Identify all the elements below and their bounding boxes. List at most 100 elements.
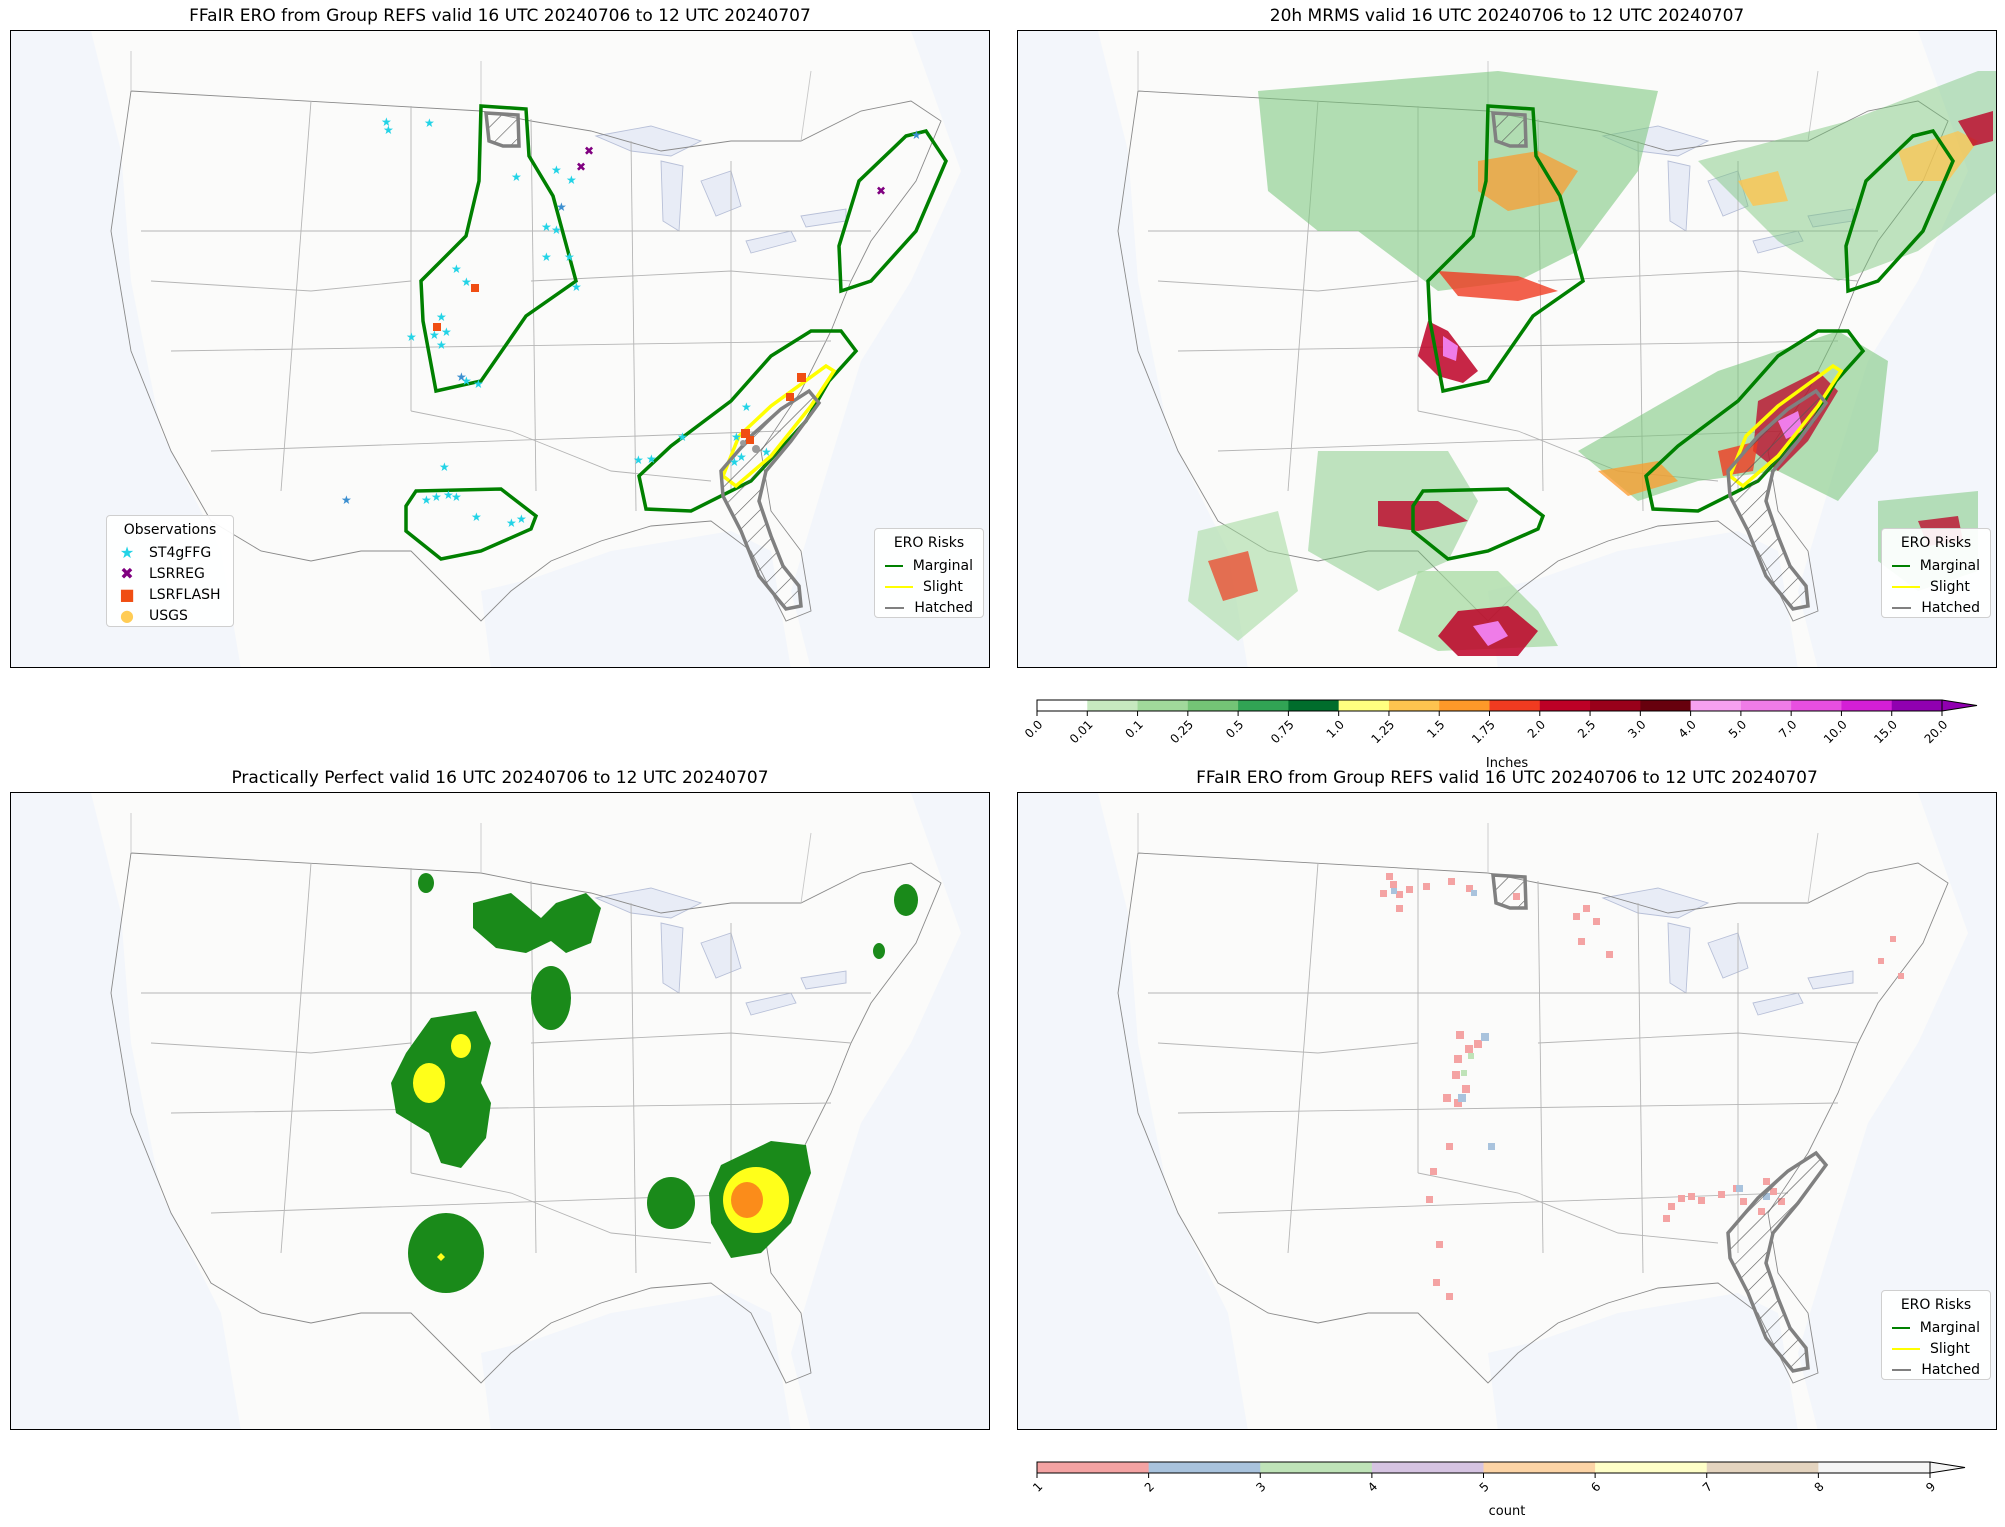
legend-label: Slight [923,578,963,595]
colorbar-segment [1037,1462,1150,1473]
legend-line-swatch [1892,1368,1912,1371]
count-colorbar: 1 2 3 4 5 6 7 8 9 count [1030,1461,1977,1526]
colorbar-segment [1791,700,1842,711]
basemap-line [481,1293,791,1429]
colorbar-tick-label: 9 [1923,1479,1938,1494]
basemap-line [210,430,782,452]
basemap-line [481,531,791,667]
colorbar-tick-label: 3 [1253,1479,1268,1494]
basemap-line [1707,932,1749,979]
colorbar-segment [1238,700,1289,711]
svg-text:★: ★ [551,223,562,237]
colorbar-segment [1388,700,1440,711]
basemap-line [660,160,684,232]
svg-text:★: ★ [541,250,552,264]
legend-item-slight: Slight [1892,576,1980,597]
basemap-line [1018,793,1248,1429]
svg-text:★: ★ [564,250,575,264]
basemap-line [1537,1032,1859,1044]
basemap-line [280,862,312,1254]
basemap-line [1177,1102,1839,1114]
legend-label: LSRFLASH [149,586,221,603]
ero-risks-legend: ERO Risks Marginal Slight Hatched [874,528,984,618]
legend-item-marginal: Marginal [885,555,973,576]
basemap-line [530,118,537,492]
basemap-line [1752,992,1804,1016]
basemap-line [700,932,742,979]
svg-text:★: ★ [633,453,644,467]
basemap-line [130,813,812,904]
basemap-line [1287,862,1319,1254]
svg-text:★: ★ [551,163,562,177]
colorbar-tick-label: 20.0 [1922,717,1951,746]
legend-item-marginal: Marginal [1892,555,1980,576]
map-svg: ★★ ★ ★★★ ★ ★★ ★★★ ★★★ ★★★ ★ ★ ★★★ ★★★ ★ ★ ★ ★… [11,31,989,667]
colorbar-segment [1371,1462,1484,1473]
legend-line-swatch [885,606,905,609]
basemap-line [1018,31,1248,667]
colorbar-tick-label: 10.0 [1821,717,1850,746]
legend-label: Marginal [1919,1319,1980,1336]
legend-label: ST4gFFG [149,544,212,561]
colorbar-segment [1137,700,1189,711]
colorbar-tick-label: 15.0 [1871,717,1900,746]
svg-text:★: ★ [461,374,472,388]
svg-text:★: ★ [443,488,454,502]
basemap-line [1537,880,1544,1254]
colorbar-segment [1148,1462,1261,1473]
colorbar-segment [1187,700,1239,711]
colorbar-tick-label: 1.25 [1368,717,1397,746]
map-panel-mrms[interactable]: ERO Risks Marginal Slight Hatched [1017,30,1997,668]
basemap-line [530,1032,852,1044]
legend-item-marginal: Marginal [1892,1317,1980,1338]
basemap-line [530,270,852,282]
legend-item-hatched: Hatched [1892,597,1980,618]
colorbar-segment [1037,700,1088,711]
basemap-line [1667,922,1691,994]
colorbar-tick-label: 0.01 [1067,717,1096,746]
colorbar-segment [1489,700,1541,711]
basemap-line [745,992,797,1016]
colorbar-segment [1740,700,1792,711]
map-svg [11,793,989,1429]
colorbar-tick-label: 1.75 [1469,717,1498,746]
svg-text:✖: ✖ [876,184,886,198]
colorbar-tick-label: 1.0 [1324,717,1347,740]
legend-label: Marginal [912,557,973,574]
legend-item-slight: Slight [885,576,973,597]
colorbar-tick-label: 0.25 [1167,717,1196,746]
panel-4-title: FFaIR ERO from Group REFS valid 16 UTC 2… [1196,768,1818,788]
map-panel-count[interactable]: ERO Risks Marginal Slight Hatched [1017,792,1997,1430]
basemap-line [594,887,703,919]
square-icon: ■ [119,584,135,604]
basemap-line [11,31,241,667]
basemap-line [1177,340,1839,352]
basemap-line [800,970,847,990]
basemap-line [170,1102,832,1114]
colorbar-tick-label: 5.0 [1726,717,1749,740]
legend-label: Hatched [1921,599,1980,616]
legend-line-swatch [1892,1347,1920,1350]
colorbar-tick-label: 0.1 [1122,717,1145,740]
colorbar-segment [1539,700,1591,711]
map-panel-ero-observations[interactable]: ★ ★ ★ ★ ★ ★ ★ ★ ★ ★ ★ ★ ★ ★ ★ ★ ★ ★ ★ ★ ★ ★ ★ ★ ★ ★ ★ ★ ★ ★… [10,30,990,668]
legend-line-swatch [1892,1326,1910,1329]
basemap-line [1488,531,1798,667]
colorbar-segment [1260,1462,1373,1473]
star-icon: ★ [119,542,135,562]
basemap-line [280,100,312,492]
map-panel-practically-perfect[interactable] [10,792,990,1430]
basemap-line [1637,902,1644,1274]
observations-legend: Observations ★ ST4gFFG ✖ LSRREG ■ LSRFLASH … [106,515,234,627]
svg-text:★: ★ [556,200,567,214]
basemap-line [130,51,812,142]
svg-text:★: ★ [381,115,392,129]
svg-text:★: ★ [911,128,922,142]
colorbar-tick-label: 4 [1365,1479,1380,1494]
colorbar-tick-label: 2 [1142,1479,1157,1494]
svg-text:★: ★ [461,275,472,289]
colorbar-tick-label: 1.5 [1424,717,1447,740]
basemap-line [170,340,832,352]
map-svg [1018,793,1996,1429]
svg-text:★: ★ [429,328,440,342]
